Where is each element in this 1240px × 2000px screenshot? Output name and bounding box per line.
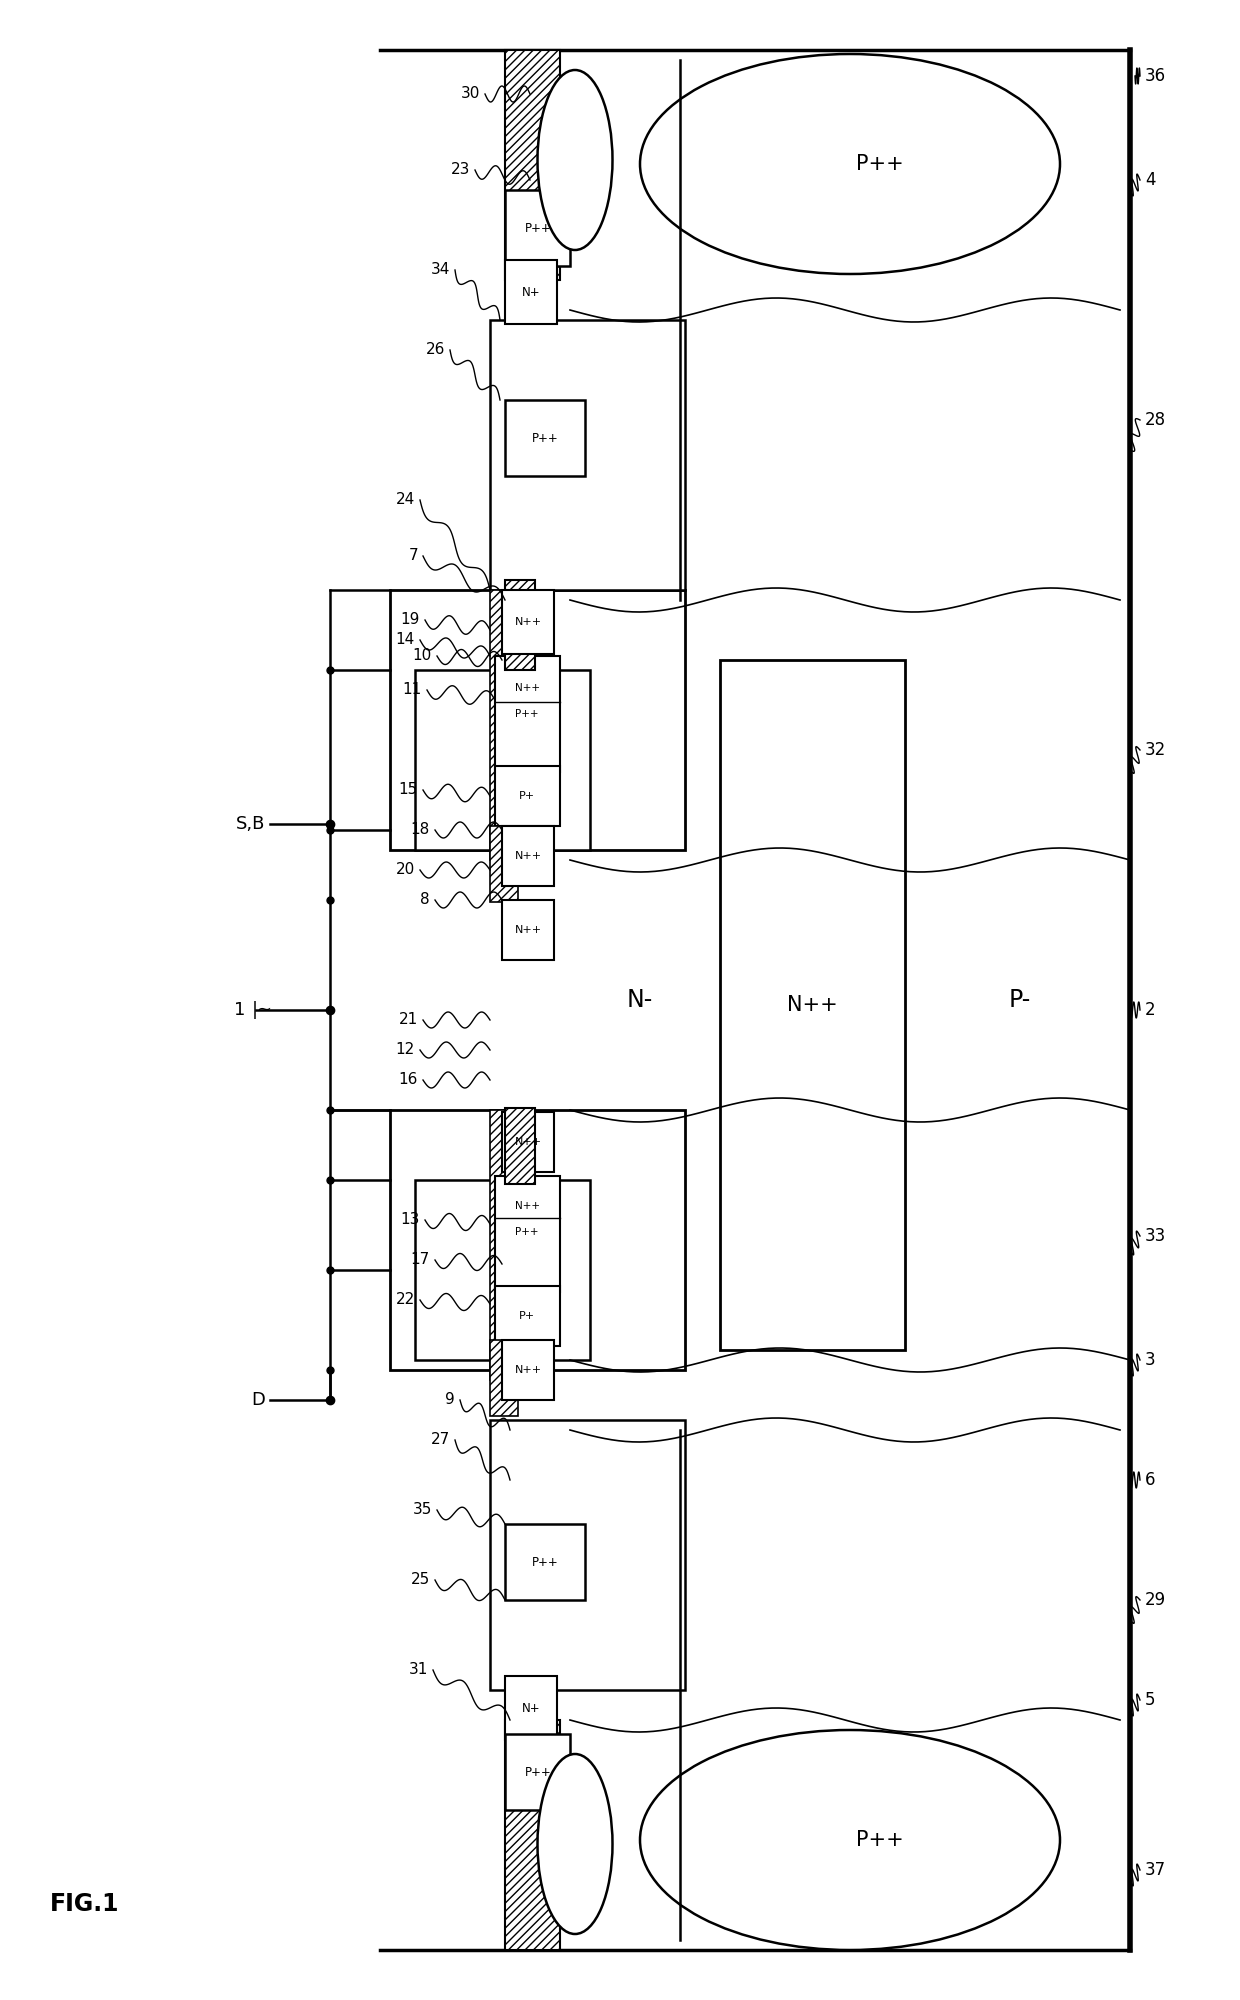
Bar <box>391 590 684 850</box>
Text: 25: 25 <box>410 1572 430 1588</box>
Bar <box>505 1720 560 1950</box>
Text: 27: 27 <box>430 1432 450 1448</box>
Text: 15: 15 <box>399 782 418 798</box>
Text: N+: N+ <box>522 286 541 298</box>
Text: P+: P+ <box>518 790 536 800</box>
Bar <box>490 1340 518 1416</box>
Bar <box>502 900 554 960</box>
Text: P++: P++ <box>532 1556 558 1568</box>
Bar <box>495 766 560 826</box>
Bar <box>505 1108 534 1184</box>
Text: N++: N++ <box>515 1136 542 1148</box>
Ellipse shape <box>640 54 1060 274</box>
Text: 13: 13 <box>401 1212 420 1228</box>
Text: N++: N++ <box>515 1364 542 1376</box>
Text: P++: P++ <box>532 432 558 444</box>
Text: 3: 3 <box>1145 1352 1156 1368</box>
Text: 4: 4 <box>1145 172 1156 190</box>
Text: 19: 19 <box>401 612 420 628</box>
Text: P++: P++ <box>516 710 538 720</box>
Bar <box>505 400 585 476</box>
Text: 8: 8 <box>420 892 430 908</box>
Text: 11: 11 <box>403 682 422 698</box>
Text: 12: 12 <box>396 1042 415 1058</box>
Ellipse shape <box>640 1730 1060 1950</box>
Text: 9: 9 <box>445 1392 455 1408</box>
Text: 36: 36 <box>1145 66 1166 84</box>
Bar <box>502 826 554 886</box>
Bar <box>505 1676 557 1740</box>
Text: N++: N++ <box>515 684 539 694</box>
Text: N-: N- <box>627 988 653 1012</box>
Text: N++: N++ <box>515 852 542 860</box>
Bar <box>415 670 590 850</box>
Text: 17: 17 <box>410 1252 430 1268</box>
Ellipse shape <box>537 1754 613 1934</box>
Bar <box>505 1734 570 1810</box>
Text: P++: P++ <box>525 1766 552 1778</box>
Text: P++: P++ <box>516 1226 538 1236</box>
Text: 5: 5 <box>1145 1692 1156 1708</box>
Bar <box>495 656 560 772</box>
Text: 24: 24 <box>396 492 415 508</box>
Bar <box>502 1340 554 1400</box>
Bar <box>391 1110 684 1370</box>
Text: 21: 21 <box>399 1012 418 1028</box>
Bar <box>490 320 684 590</box>
Bar <box>505 580 534 670</box>
Text: 32: 32 <box>1145 740 1167 758</box>
Text: 35: 35 <box>413 1502 432 1518</box>
Text: 6: 6 <box>1145 1472 1156 1488</box>
Text: 29: 29 <box>1145 1592 1166 1608</box>
Text: N++: N++ <box>515 924 542 936</box>
Text: 2: 2 <box>1145 1000 1156 1020</box>
Bar <box>502 1112 554 1172</box>
Text: 18: 18 <box>410 822 430 838</box>
Text: D: D <box>252 1392 265 1408</box>
Bar <box>495 1176 560 1292</box>
Text: S,B: S,B <box>236 816 265 832</box>
Bar <box>505 1524 585 1600</box>
Text: 26: 26 <box>425 342 445 358</box>
Text: N+: N+ <box>522 1702 541 1714</box>
Text: 33: 33 <box>1145 1226 1167 1244</box>
Bar <box>505 260 557 324</box>
Bar <box>505 190 570 266</box>
Text: 1: 1 <box>233 1000 246 1020</box>
Bar <box>502 590 554 654</box>
Text: 22: 22 <box>396 1292 415 1308</box>
Text: P++: P++ <box>856 1830 904 1850</box>
Text: 14: 14 <box>396 632 415 648</box>
Ellipse shape <box>537 70 613 250</box>
Text: 28: 28 <box>1145 412 1166 430</box>
Text: 23: 23 <box>450 162 470 178</box>
Text: P-: P- <box>1009 988 1032 1012</box>
Text: FIG.1: FIG.1 <box>50 1892 119 1916</box>
Text: 10: 10 <box>413 648 432 664</box>
Text: P++: P++ <box>856 154 904 174</box>
Text: |~: |~ <box>252 1000 273 1020</box>
Bar <box>415 1180 590 1360</box>
Text: 30: 30 <box>460 86 480 102</box>
Text: 16: 16 <box>398 1072 418 1088</box>
Bar <box>495 1286 560 1346</box>
Text: N++: N++ <box>787 994 838 1014</box>
Bar <box>490 1420 684 1690</box>
Text: 20: 20 <box>396 862 415 878</box>
Bar <box>490 590 518 860</box>
Text: N++: N++ <box>515 616 542 628</box>
Text: 37: 37 <box>1145 1860 1166 1880</box>
Bar <box>505 50 560 280</box>
Text: 31: 31 <box>409 1662 428 1678</box>
Text: P+: P+ <box>518 1312 536 1320</box>
Bar <box>490 1110 518 1380</box>
Text: 7: 7 <box>408 548 418 564</box>
Bar <box>720 660 905 1350</box>
Text: 34: 34 <box>430 262 450 278</box>
Text: P++: P++ <box>525 222 552 234</box>
Text: N++: N++ <box>515 1200 539 1210</box>
Bar <box>490 826 518 902</box>
